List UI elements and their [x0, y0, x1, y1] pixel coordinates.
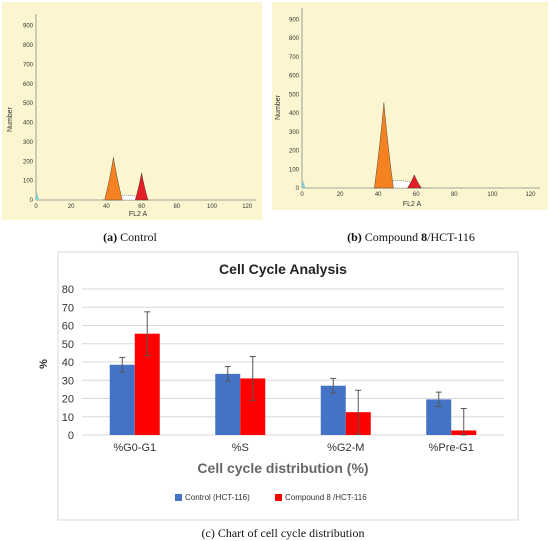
- panel-b-background: [272, 2, 548, 210]
- bar-chart-panel: Cell Cycle Analysis % 01020304050607080 …: [38, 251, 519, 521]
- y-tick-label: 800: [289, 36, 300, 42]
- x-tick-label: 20: [337, 192, 344, 198]
- x-tick-label: 0: [34, 204, 38, 210]
- category-label: %G0-G1: [113, 442, 156, 454]
- x-tick-label: 60: [138, 204, 145, 210]
- bar-control: [215, 373, 241, 435]
- y-tick-label: 10: [62, 412, 74, 424]
- panel-b-xlabel: FL2 A: [403, 201, 422, 208]
- legend-label: Compound 8 /HCT-116: [285, 493, 367, 502]
- x-tick-label: 40: [375, 192, 382, 198]
- legend-swatch: [175, 494, 182, 501]
- y-tick-label: 70: [62, 302, 74, 314]
- x-tick-label: 80: [173, 204, 180, 210]
- chart-bars: [109, 311, 477, 436]
- x-tick-label: 120: [525, 192, 536, 198]
- y-tick-label: 0: [296, 186, 300, 192]
- legend-swatch: [275, 494, 282, 501]
- y-tick-label: 600: [289, 74, 300, 80]
- x-tick-label: 40: [103, 204, 110, 210]
- y-tick-label: 100: [289, 167, 300, 173]
- x-tick-label: 120: [242, 204, 253, 210]
- bar-control: [320, 385, 346, 435]
- y-tick-label: 60: [62, 321, 74, 333]
- y-tick-label: 700: [289, 55, 300, 61]
- panel-b-ylabel: Number: [275, 94, 282, 120]
- chart-title: Cell Cycle Analysis: [219, 261, 347, 277]
- panel-a-plot: 0 100 200 300 400 500 600 700 800 900 0 20 40 60 80 100…: [23, 14, 256, 210]
- y-tick-label: 20: [62, 394, 74, 406]
- caption-b-text-1: Compound: [365, 230, 418, 244]
- y-tick-label: 40: [62, 357, 74, 369]
- x-tick-label: 60: [413, 192, 420, 198]
- x-tick-label: 0: [300, 192, 304, 198]
- y-tick-label: 100: [23, 179, 34, 185]
- peak-g2-m: [135, 172, 149, 201]
- peak-g0-g1: [104, 157, 123, 201]
- y-tick-label: 300: [23, 140, 34, 146]
- y-tick-label: 500: [23, 101, 34, 107]
- debris-peak: [302, 180, 306, 188]
- y-tick-label: 700: [23, 62, 34, 68]
- panel-a-xlabel: FL2 A: [129, 211, 148, 218]
- legend-label: Control (HCT-116): [185, 493, 250, 502]
- y-tick-label: 200: [23, 159, 34, 165]
- category-label: %G2-M: [327, 442, 364, 454]
- chart-categories: %G0-G1 %S %G2-M %Pre-G1: [113, 442, 474, 454]
- x-tick-label: 100: [207, 204, 218, 210]
- y-tick-label: 400: [23, 121, 34, 127]
- peak-g2-m: [407, 174, 422, 189]
- panel-a-background: [2, 2, 262, 220]
- caption-c: (c) Chart of cell cycle distribution: [202, 526, 365, 540]
- x-tick-label: 20: [68, 204, 75, 210]
- caption-b: (b) Compound 8/HCT-116: [347, 230, 475, 244]
- panel-b-plot: 0 100 200 300 400 500 600 700 800 900 0 20 40 60 80 100…: [289, 8, 540, 198]
- y-tick-label: 0: [68, 430, 74, 442]
- y-tick-label: 800: [23, 43, 34, 49]
- y-tick-label: 300: [289, 130, 300, 136]
- y-tick-label: 900: [23, 24, 34, 30]
- caption-c-text: Chart of cell cycle distribution: [218, 526, 365, 540]
- debris-peak: [36, 192, 40, 200]
- caption-a-text-body: Control: [120, 230, 157, 244]
- y-tick-label: 200: [289, 149, 300, 155]
- x-tick-label: 100: [487, 192, 498, 198]
- panel-a-ylabel: Number: [7, 106, 14, 132]
- caption-c-label: (c): [202, 526, 215, 540]
- y-tick-label: 0: [30, 198, 34, 204]
- x-tick-label: 80: [451, 192, 458, 198]
- y-tick-label: 400: [289, 111, 300, 117]
- y-tick-label: 80: [62, 284, 74, 296]
- peak-g0-g1: [374, 102, 394, 189]
- caption-b-bold: 8: [421, 230, 427, 244]
- caption-b-label: (b): [347, 230, 362, 244]
- chart-legend: Control (HCT-116) Compound 8 /HCT-116: [175, 493, 367, 502]
- y-tick-label: 600: [23, 82, 34, 88]
- y-tick-label: 30: [62, 375, 74, 387]
- y-tick-label: 500: [289, 92, 300, 98]
- histogram-control: Number FL2 A 010020030040050060070080090…: [2, 2, 262, 220]
- y-tick-label: 900: [289, 17, 300, 23]
- chart-y-ticks: 0 10 20 30 40 50 60 70 80: [62, 284, 74, 442]
- caption-a: (a) Control: [103, 230, 157, 244]
- histogram-compound-8: Number FL2 A 010020030040050060070080090…: [272, 2, 548, 210]
- bar-control: [109, 364, 135, 435]
- chart-xlabel: Cell cycle distribution (%): [197, 460, 368, 476]
- category-label: %S: [232, 442, 249, 454]
- chart-ylabel: %: [38, 359, 50, 369]
- y-tick-label: 50: [62, 339, 74, 351]
- caption-b-text-2: /HCT-116: [427, 230, 475, 244]
- caption-a-label: (a): [103, 230, 117, 244]
- category-label: %Pre-G1: [429, 442, 474, 454]
